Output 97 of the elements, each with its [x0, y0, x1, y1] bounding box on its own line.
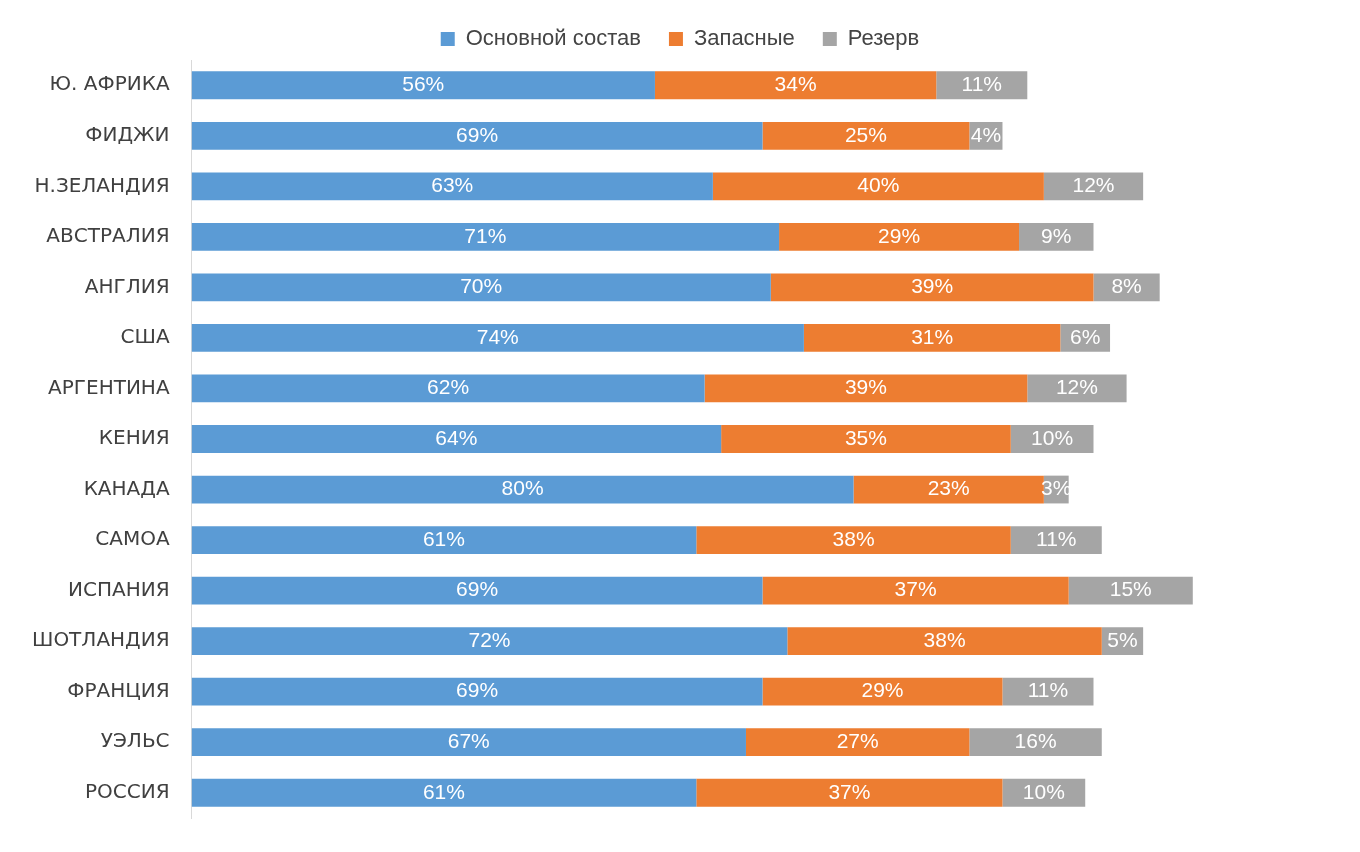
data-label: 72% — [468, 627, 511, 651]
data-label: 69% — [456, 122, 499, 146]
bar — [191, 677, 763, 706]
bar — [191, 374, 705, 403]
data-label: 10% — [1022, 779, 1065, 803]
bar — [762, 576, 1069, 605]
data-label: 11% — [1036, 526, 1077, 550]
bar — [191, 273, 771, 302]
bar — [1002, 677, 1094, 706]
y-tick-label: АВСТРАЛИЯ — [46, 223, 170, 248]
data-label: 38% — [923, 627, 966, 651]
data-label: 9% — [1041, 223, 1072, 247]
bar — [770, 273, 1094, 302]
data-label: 80% — [501, 476, 544, 500]
bar — [936, 71, 1028, 100]
y-tick-label: КЕНИЯ — [98, 425, 170, 450]
bar — [191, 324, 804, 352]
data-label: 62% — [427, 375, 470, 399]
data-label: 56% — [402, 72, 445, 96]
bar — [191, 627, 788, 656]
data-label: 38% — [832, 526, 875, 550]
data-label: 12% — [1055, 375, 1098, 399]
data-label: 12% — [1072, 173, 1115, 197]
y-tick-label: УЭЛЬС — [100, 728, 170, 753]
bar — [853, 475, 1044, 504]
data-label: 69% — [456, 577, 499, 601]
data-label: 37% — [828, 779, 871, 803]
y-tick-label: ФРАНЦИЯ — [67, 677, 170, 702]
bar — [696, 526, 1011, 554]
y-tick-label: ФИДЖИ — [85, 122, 170, 146]
bar — [191, 576, 763, 605]
legend-label: Основной состав — [465, 25, 641, 51]
legend-label: Запасные — [693, 25, 795, 51]
data-label: 10% — [1031, 425, 1074, 449]
bar — [1010, 526, 1102, 554]
data-label: 4% — [970, 122, 1002, 146]
bar — [191, 71, 655, 100]
y-tick-label: АРГЕНТИНА — [48, 374, 170, 399]
data-label: 29% — [861, 678, 904, 702]
y-tick-label: Ю. АФРИКА — [49, 71, 170, 96]
data-label: 11% — [1027, 678, 1069, 702]
y-tick-label: КАНАДА — [83, 475, 170, 500]
data-label: 64% — [435, 425, 478, 449]
y-tick-label: ШОТЛАНДИЯ — [31, 627, 170, 652]
bar — [721, 425, 1011, 453]
bar — [787, 627, 1102, 656]
data-label: 5% — [1107, 627, 1138, 651]
y-tick-label: ИСПАНИЯ — [68, 576, 170, 601]
bar — [191, 222, 780, 251]
data-label: 71% — [464, 223, 507, 247]
data-label: 74% — [476, 324, 519, 348]
data-label: 35% — [844, 425, 887, 449]
data-label: 61% — [422, 779, 465, 803]
bar — [762, 121, 970, 150]
data-label: 39% — [911, 274, 954, 298]
bar — [191, 425, 722, 453]
bar — [191, 121, 763, 150]
bar — [745, 728, 970, 757]
data-label: 31% — [911, 324, 954, 348]
data-label: 37% — [894, 577, 937, 601]
data-label: 8% — [1111, 274, 1142, 298]
bar — [779, 222, 1020, 251]
bar — [704, 374, 1028, 403]
bar — [762, 677, 1003, 706]
y-tick-label: САМОА — [95, 526, 170, 551]
data-label: 11% — [961, 72, 1003, 96]
bar — [191, 475, 854, 504]
bar — [191, 728, 746, 757]
data-label: 67% — [447, 729, 490, 752]
bar — [696, 778, 1003, 807]
y-tick-label: США — [120, 324, 170, 349]
data-label: 23% — [927, 476, 970, 500]
legend-label: Резерв — [847, 25, 920, 51]
data-label: 29% — [878, 223, 921, 247]
y-tick-label: Н.ЗЕЛАНДИЯ — [34, 172, 170, 197]
data-label: 15% — [1109, 577, 1152, 601]
bar — [712, 172, 1044, 201]
bar — [1043, 172, 1144, 201]
data-label: 63% — [431, 173, 474, 197]
data-label: 6% — [1070, 324, 1101, 348]
bar — [191, 172, 713, 201]
bar — [654, 71, 937, 100]
data-label: 34% — [774, 72, 817, 96]
y-tick-label: АНГЛИЯ — [84, 273, 170, 298]
data-label: 27% — [836, 729, 879, 752]
data-label: 16% — [1014, 729, 1057, 752]
data-label: 61% — [422, 526, 465, 550]
data-label: 40% — [857, 173, 900, 197]
data-label: 69% — [456, 678, 499, 702]
bar — [803, 324, 1061, 352]
data-label: 39% — [844, 375, 887, 399]
data-label: 25% — [844, 122, 887, 146]
bar — [969, 728, 1102, 757]
data-label: 70% — [460, 274, 503, 298]
bar — [191, 778, 697, 807]
bar — [191, 526, 697, 554]
y-tick-label: РОССИЯ — [84, 778, 170, 803]
